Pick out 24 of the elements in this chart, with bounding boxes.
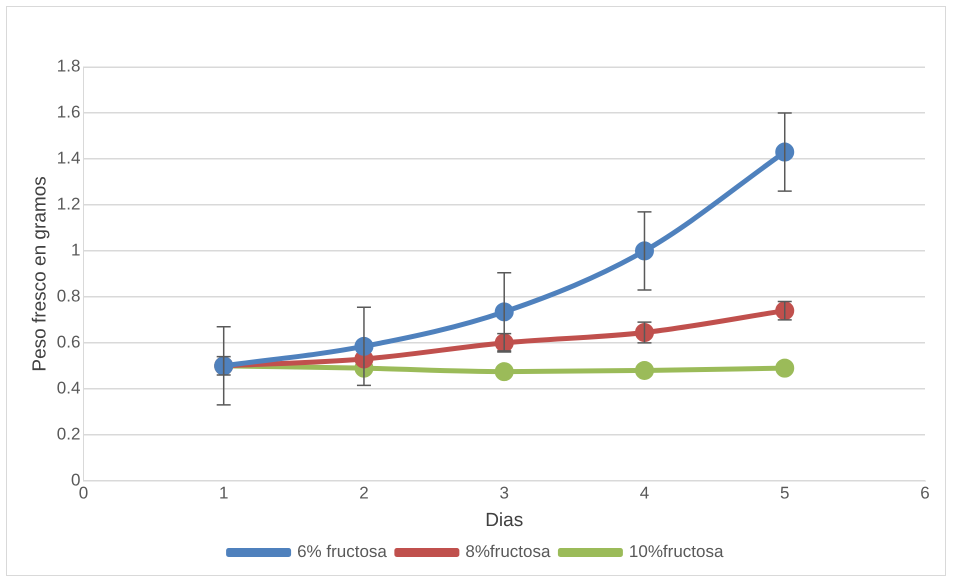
- y-tick-label: 0.8: [56, 286, 80, 306]
- point: [494, 362, 514, 382]
- legend-label: 6% fructosa: [297, 542, 388, 562]
- y-tick-label: 1: [70, 240, 80, 260]
- y-tick-label: 1.8: [56, 56, 80, 76]
- y-tick-label: 1.6: [56, 102, 80, 122]
- x-tick-label: 4: [640, 484, 650, 503]
- y-tick-label: 1.2: [56, 194, 80, 214]
- legend-label: 10%fructosa: [628, 542, 724, 562]
- y-tick-label: 1.4: [56, 148, 80, 168]
- point: [634, 360, 654, 380]
- point: [775, 358, 794, 378]
- y-tick-label: 0.4: [56, 378, 80, 398]
- y-tick-label: 0: [70, 470, 80, 490]
- y-axis-title: Peso fresco en gramos: [30, 176, 51, 372]
- y-tick-label: 0.6: [56, 332, 80, 352]
- x-tick-label: 5: [780, 484, 790, 503]
- y-tick-label: 0.2: [56, 424, 80, 444]
- x-axis-title: Dias: [485, 510, 524, 531]
- x-tick-label: 3: [499, 484, 509, 503]
- x-tick-label: 6: [920, 484, 930, 503]
- legend-label: 8%fructosa: [465, 542, 551, 562]
- x-tick-label: 2: [359, 484, 369, 503]
- x-tick-label: 1: [218, 484, 228, 503]
